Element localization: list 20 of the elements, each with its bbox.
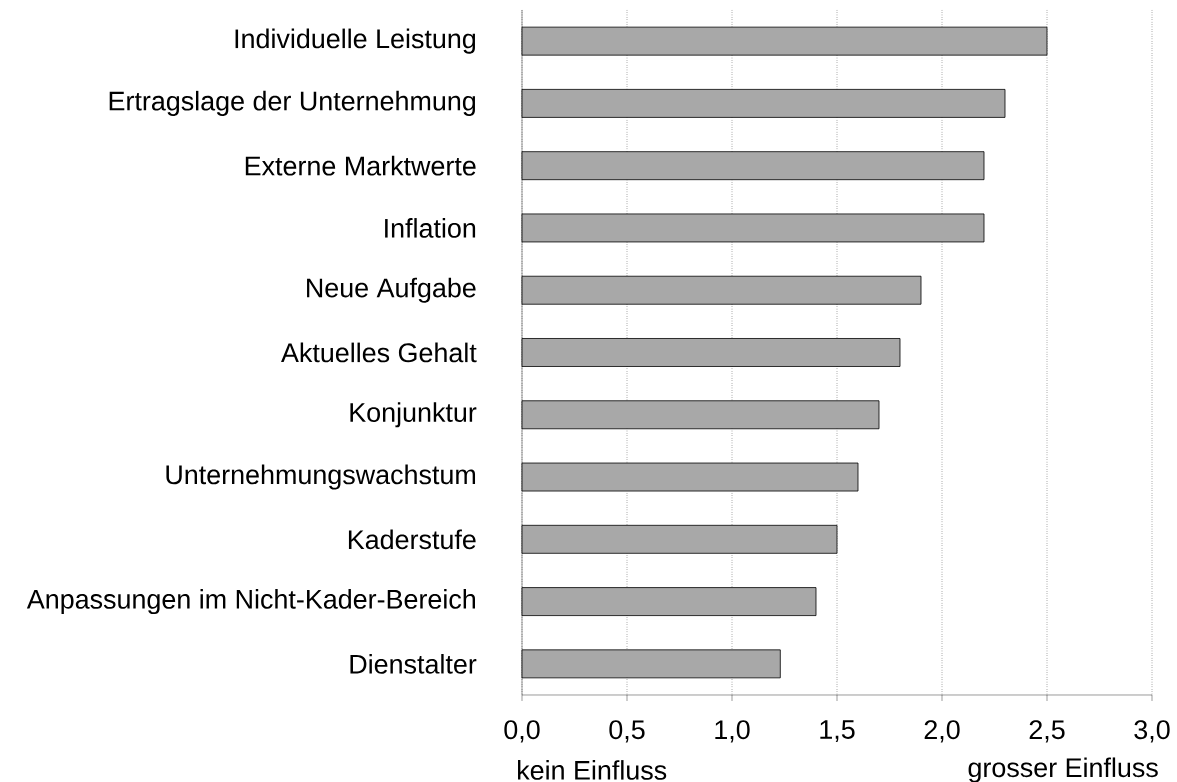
y-tick-label: Anpassungen im Nicht-Kader-Bereich <box>26 589 475 615</box>
y-tick-label: Ertragslage der Unternehmung <box>109 90 476 116</box>
y-tick-label: Dienstalter <box>350 653 477 674</box>
y-tick-label: Inflation <box>385 218 476 238</box>
text: grosser Einfluss <box>968 757 1158 782</box>
y-tick-label: Konjunktur <box>350 402 477 428</box>
y-tick-label: Unternehmungswachstum <box>166 464 476 490</box>
x-tick-label: 2,5 <box>1029 720 1065 743</box>
y-tick-label: Kaderstufe <box>348 529 476 550</box>
x-tick-label: 1,0 <box>715 720 750 743</box>
y-tick-label: Neue Aufgabe <box>307 277 476 303</box>
x-tick-label: 0,0 <box>504 720 540 743</box>
text: kein Einfluss <box>518 760 667 780</box>
x-tick-label: 2,0 <box>924 720 960 743</box>
x-tick-label: 1,5 <box>820 720 855 743</box>
x-tick-label: 0,5 <box>609 720 645 743</box>
y-tick-label: Externe Marktwerte <box>245 155 476 176</box>
x-tick-label: 3,0 <box>1134 720 1170 743</box>
y-tick-label: Aktuelles Gehalt <box>281 342 477 363</box>
y-tick-label: Individuelle Leistung <box>235 28 476 54</box>
